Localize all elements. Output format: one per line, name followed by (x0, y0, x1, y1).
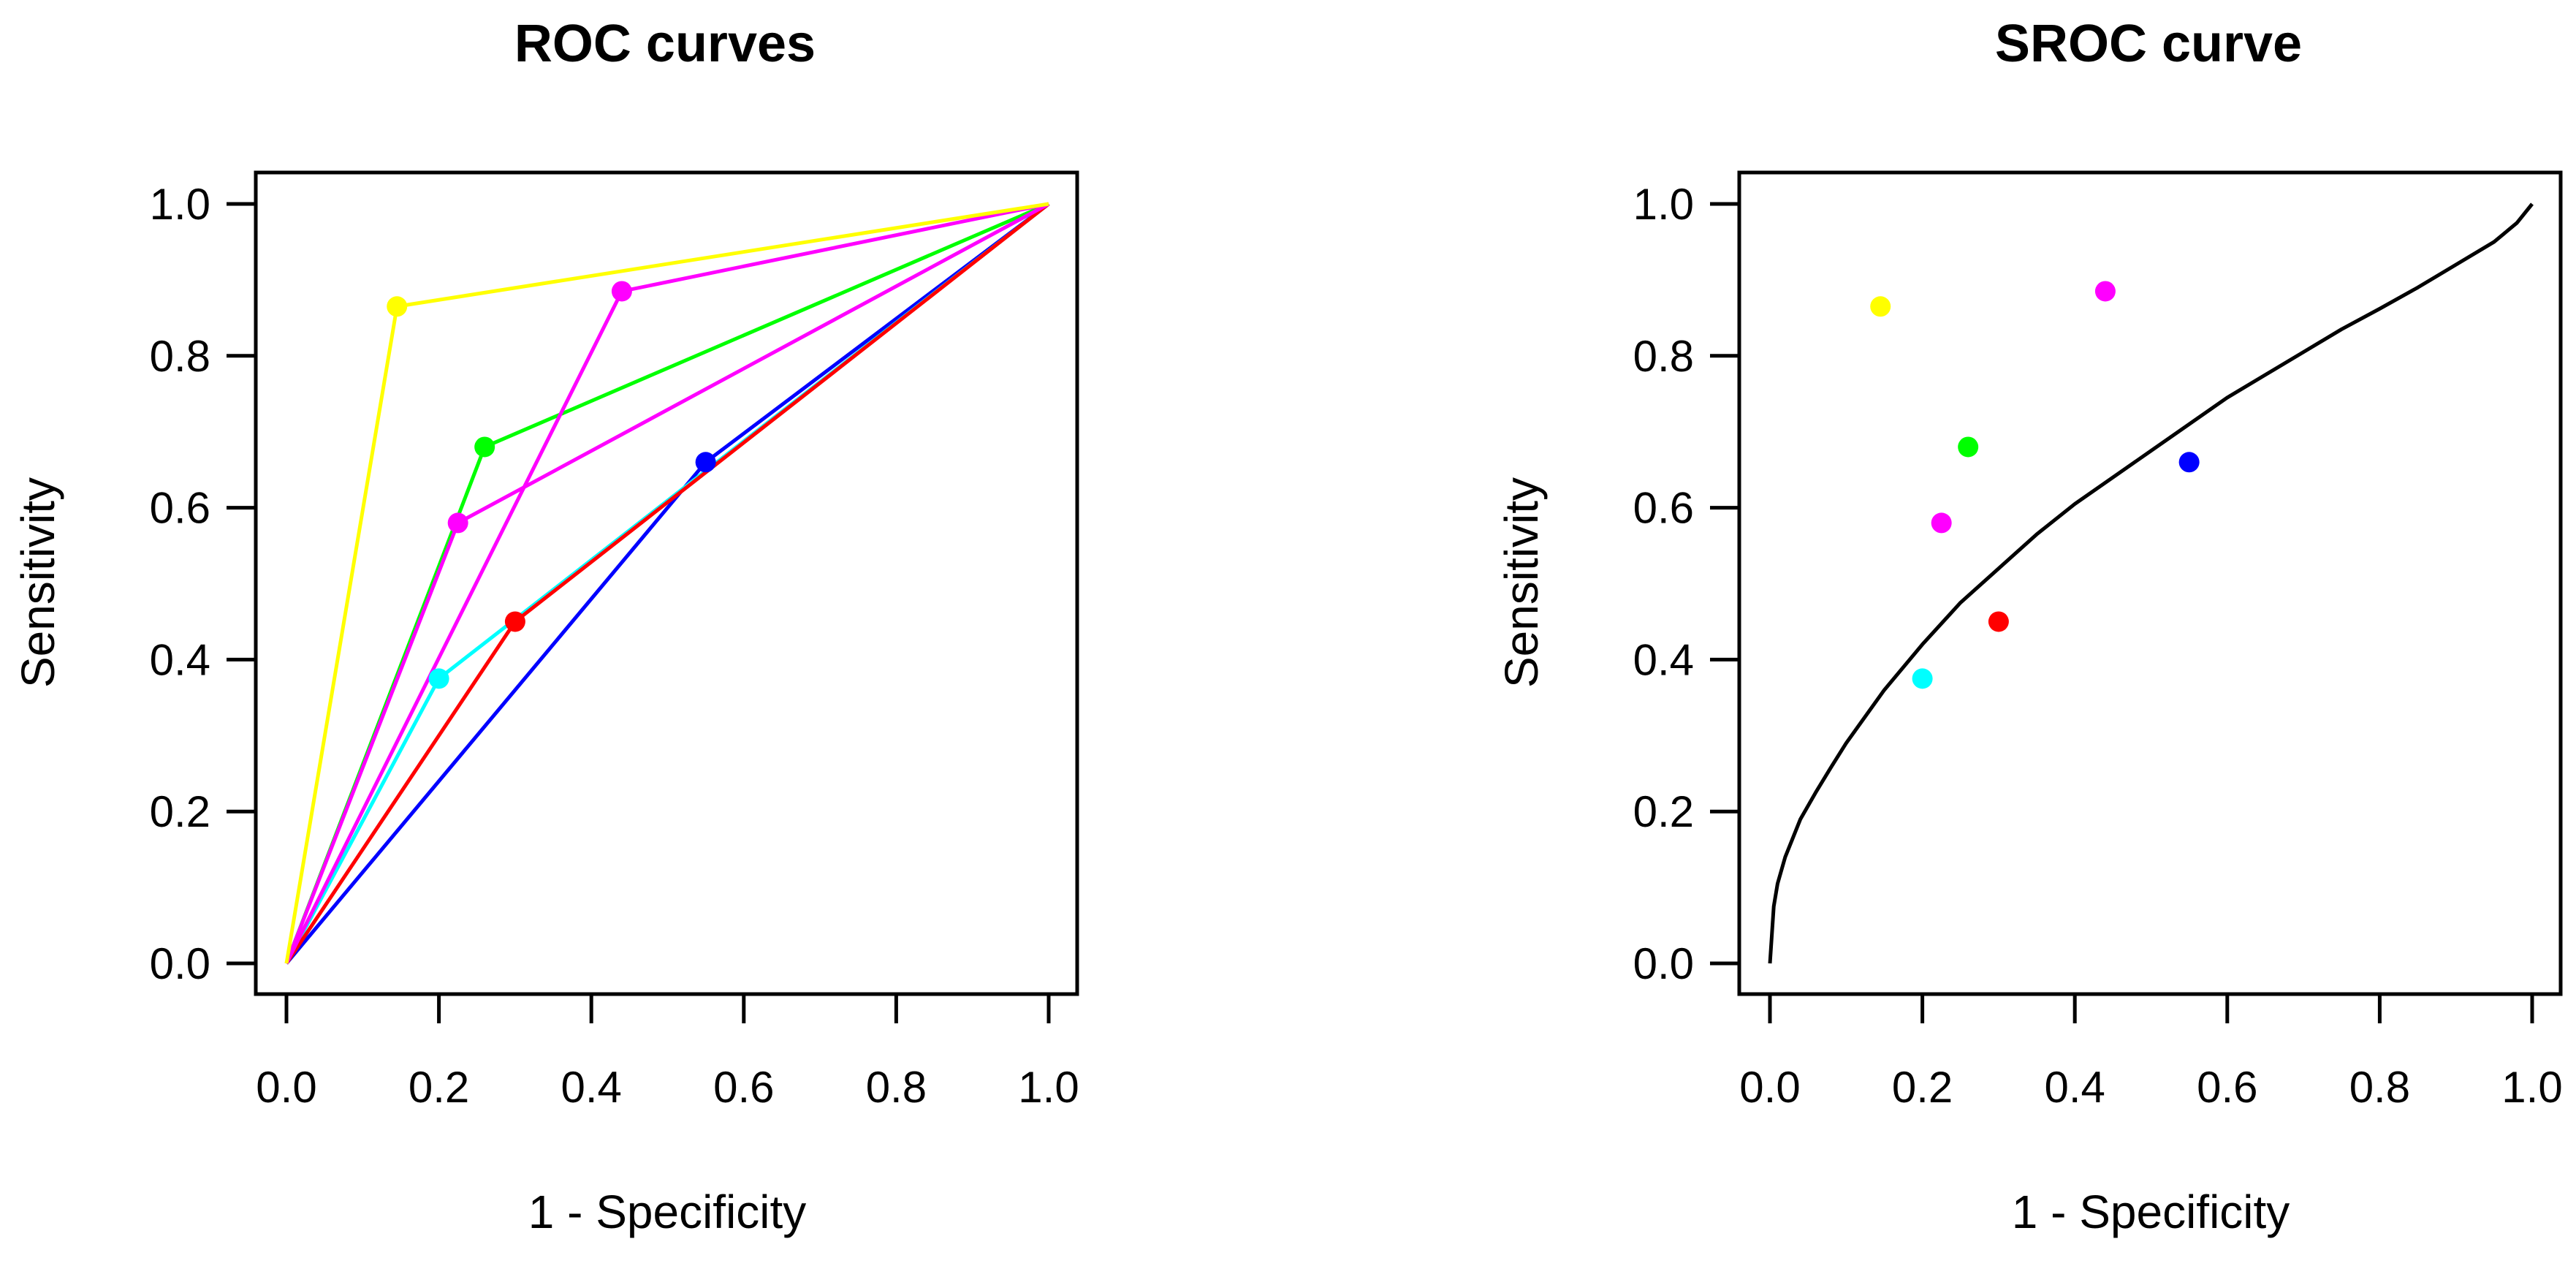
sroc-axes: 0.0 0.2 0.4 0.6 0.8 1.0 0.0 0.2 0.4 0.6 0.8 1.0 (1633, 180, 2563, 1112)
sroc-point-study-magenta-2 (2094, 281, 2116, 302)
roc-point-study-yellow (387, 296, 408, 317)
roc-line-study-cyan (284, 202, 1050, 965)
roc-point-study-magenta-1 (447, 512, 468, 534)
roc-x-tick-label: 0.6 (713, 1063, 774, 1112)
sroc-plot-frame (1737, 170, 2563, 996)
roc-y-tick-label: 0.2 (150, 787, 210, 836)
sroc-point-study-cyan (1912, 668, 1933, 689)
sroc-y-tick-label: 0.4 (1633, 635, 1694, 684)
roc-series (284, 202, 1050, 965)
roc-plot-frame (254, 170, 1079, 996)
sroc-x-tick-label: 1.0 (2501, 1063, 2562, 1112)
sroc-title: SROC curve (1995, 15, 2302, 73)
sroc-y-tick-label: 0.2 (1633, 787, 1694, 836)
roc-title: ROC curves (514, 15, 816, 73)
roc-x-tick-label: 0.4 (561, 1063, 621, 1112)
roc-line-study-yellow (284, 202, 1049, 964)
sroc-x-axis-label: 1 - Specificity (2012, 1186, 2290, 1238)
sroc-x-tick-label: 0.6 (2197, 1063, 2257, 1112)
sroc-y-tick-label: 0.0 (1633, 939, 1694, 988)
sroc-x-tick-label: 0.0 (1739, 1063, 1800, 1112)
sroc-point-study-magenta-1 (1931, 512, 1952, 534)
sroc-y-tick-label: 0.8 (1633, 332, 1694, 381)
roc-point-study-red (504, 611, 525, 632)
roc-x-tick-label: 0.8 (866, 1063, 927, 1112)
roc-panel: ROC curves 1 - Specificity Sensitivity 0… (12, 15, 1079, 1238)
sroc-panel: SROC curve 1 - Specificity Sensitivity 0… (1495, 15, 2563, 1238)
sroc-x-tick-label: 0.2 (1892, 1063, 1953, 1112)
roc-line-study-blue (285, 202, 1050, 965)
sroc-series (1768, 202, 2534, 964)
roc-x-tick-label: 1.0 (1018, 1063, 1079, 1112)
roc-point-study-blue (695, 452, 716, 473)
sroc-y-axis-label: Sensitivity (1495, 477, 1548, 688)
roc-point-study-cyan (428, 668, 449, 689)
roc-x-tick-label: 0.2 (409, 1063, 469, 1112)
sroc-x-tick-label: 0.4 (2044, 1063, 2105, 1112)
roc-line-study-magenta-1 (284, 202, 1050, 964)
roc-point-study-green (474, 436, 495, 458)
sroc-x-tick-label: 0.8 (2349, 1063, 2410, 1112)
roc-line-study-red (284, 202, 1050, 965)
roc-line-study-magenta-2 (284, 202, 1049, 965)
sroc-y-tick-label: 1.0 (1633, 180, 1694, 229)
roc-y-tick-label: 0.0 (150, 939, 210, 988)
sroc-point-study-blue (2178, 452, 2200, 473)
roc-axes: 0.0 0.2 0.4 0.6 0.8 1.0 0.0 0.2 0.4 0.6 0.8 1.0 (150, 180, 1079, 1112)
sroc-y-tick-label: 0.6 (1633, 484, 1694, 533)
roc-y-tick-label: 0.4 (150, 635, 210, 684)
sroc-point-study-yellow (1870, 296, 1891, 317)
roc-x-axis-label: 1 - Specificity (528, 1186, 807, 1238)
roc-x-tick-label: 0.0 (256, 1063, 316, 1112)
roc-y-axis-label: Sensitivity (12, 477, 64, 688)
roc-line-study-green (284, 202, 1049, 964)
roc-y-tick-label: 1.0 (150, 180, 210, 229)
roc-point-study-magenta-2 (611, 281, 632, 302)
roc-y-tick-label: 0.8 (150, 332, 210, 381)
sroc-point-study-green (1958, 436, 1979, 458)
sroc-point-study-red (1988, 611, 2009, 632)
sroc-curve (1768, 202, 2534, 964)
roc-y-tick-label: 0.6 (150, 484, 210, 533)
